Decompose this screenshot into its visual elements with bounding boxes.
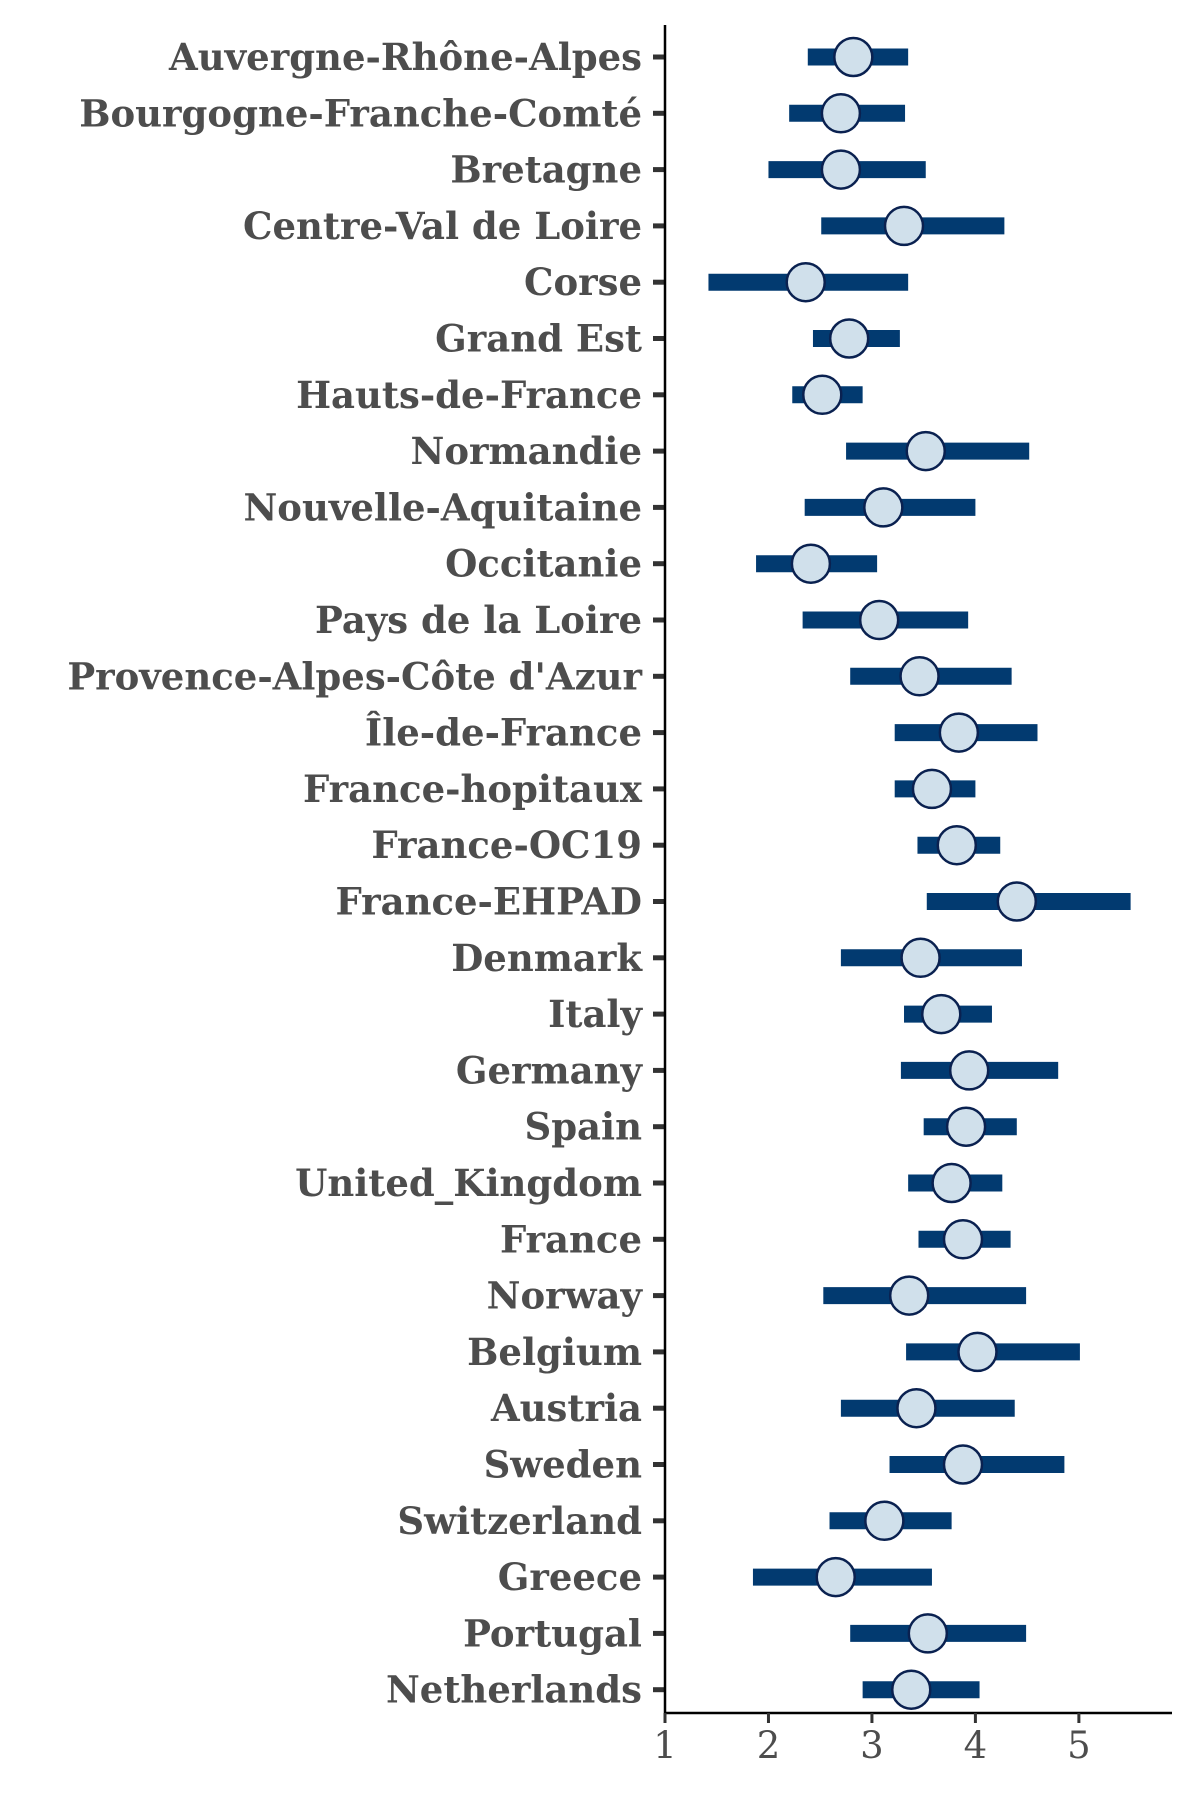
category-label: United_Kingdom (295, 1161, 642, 1205)
row-hauts-de-france: Hauts-de-France (296, 373, 863, 417)
category-label: France-OC19 (371, 823, 642, 867)
category-label: Italy (548, 992, 643, 1036)
category-label: Norway (487, 1274, 644, 1318)
estimate-point (996, 881, 1038, 922)
row-spain: Spain (524, 1105, 1017, 1149)
estimate-point (931, 1162, 972, 1204)
category-label: Occitanie (445, 542, 642, 586)
x-tick-label: 4 (964, 1724, 988, 1767)
estimate-point (899, 656, 940, 697)
row-portugal: Portugal (463, 1611, 1027, 1655)
estimate-point (802, 374, 843, 416)
category-label: France-EHPAD (336, 880, 643, 924)
category-label: Centre-Val de Loire (243, 204, 642, 248)
estimate-point (957, 1331, 998, 1373)
category-label: Netherlands (386, 1668, 642, 1712)
row-france-hopitaux: France-hopitaux (303, 767, 976, 811)
estimate-point (833, 36, 874, 78)
category-label: Belgium (467, 1330, 642, 1374)
estimate-point (863, 487, 904, 528)
row-austria: Austria (490, 1386, 1015, 1430)
estimate-point (891, 1669, 932, 1710)
category-label: Île-de-France (365, 711, 642, 755)
estimate-point (828, 318, 870, 359)
row-corse: Corse (524, 260, 909, 304)
category-label: Hauts-de-France (296, 373, 642, 417)
row-united-kingdom: United_Kingdom (295, 1161, 1003, 1205)
row-occitanie: Occitanie (445, 542, 878, 586)
category-label: Corse (524, 260, 642, 304)
estimate-point (790, 543, 832, 584)
row-bourgogne-franche-comt-: Bourgogne-Franche-Comté (79, 91, 906, 135)
category-label: Provence-Alpes-Côte d'Azur (67, 654, 642, 698)
category-label: Grand Est (435, 317, 642, 361)
category-label: Switzerland (397, 1499, 642, 1543)
category-label: Auvergne-Rhône-Alpes (168, 35, 642, 79)
estimate-point (820, 149, 862, 190)
row-italy: Italy (548, 992, 992, 1036)
row-france-ehpad: France-EHPAD (336, 880, 1131, 924)
estimate-point (785, 261, 826, 303)
row-bretagne: Bretagne (450, 148, 926, 192)
x-tick-label: 2 (757, 1724, 781, 1767)
row-grand-est: Grand Est (435, 317, 900, 361)
x-tick-label: 1 (653, 1724, 677, 1767)
estimate-point (911, 768, 953, 810)
estimate-point (907, 1613, 949, 1654)
estimate-point (815, 1556, 856, 1598)
category-label: Spain (524, 1105, 642, 1149)
category-label: Germany (456, 1048, 644, 1092)
estimate-point (945, 1106, 987, 1147)
row-norway: Norway (487, 1274, 1027, 1318)
row-auvergne-rh-ne-alpes: Auvergne-Rhône-Alpes (168, 35, 909, 79)
row-switzerland: Switzerland (397, 1499, 952, 1543)
category-label: Denmark (451, 936, 643, 980)
row-belgium: Belgium (467, 1330, 1080, 1374)
category-label: Bourgogne-Franche-Comté (79, 91, 642, 135)
x-tick-label: 3 (860, 1724, 884, 1767)
estimate-point (905, 430, 946, 472)
estimate-point (942, 1444, 984, 1485)
row-denmark: Denmark (451, 936, 1022, 980)
estimate-point (820, 93, 862, 134)
category-label: Portugal (463, 1611, 642, 1655)
estimate-point (900, 937, 941, 979)
category-label: Sweden (484, 1443, 643, 1487)
estimate-point (936, 824, 978, 866)
category-label: Normandie (411, 429, 643, 473)
category-label: France (500, 1217, 642, 1261)
row-netherlands: Netherlands (386, 1668, 980, 1712)
row--le-de-france: Île-de-France (365, 711, 1038, 755)
category-label: Greece (498, 1555, 642, 1599)
estimate-point (921, 993, 962, 1035)
plot-rows: Auvergne-Rhône-Alpes Bourgogne-Franche-Co… (67, 35, 1131, 1712)
category-label: Bretagne (450, 148, 642, 192)
estimate-point (942, 1219, 984, 1260)
category-label: Pays de la Loire (315, 598, 642, 642)
row-germany: Germany (456, 1048, 1059, 1092)
row-sweden: Sweden (484, 1443, 1065, 1487)
estimate-point (883, 205, 925, 247)
row-nouvelle-aquitaine: Nouvelle-Aquitaine (243, 485, 976, 529)
estimate-point (864, 1500, 905, 1542)
estimate-point (938, 712, 980, 753)
estimate-point (858, 599, 900, 641)
row-france: France (500, 1217, 1011, 1261)
row-france-oc19: France-OC19 (371, 823, 1001, 867)
estimate-point (948, 1050, 990, 1091)
category-label: Austria (490, 1386, 642, 1430)
row-greece: Greece (498, 1555, 932, 1599)
row-pays-de-la-loire: Pays de la Loire (315, 598, 969, 642)
category-label: France-hopitaux (303, 767, 643, 811)
row-provence-alpes-c-te-d-azur: Provence-Alpes-Côte d'Azur (67, 654, 1012, 698)
row-centre-val-de-loire: Centre-Val de Loire (243, 204, 1005, 248)
x-axis: 1 2 3 4 5 (653, 1711, 1172, 1767)
estimate-point (896, 1387, 937, 1429)
category-label: Nouvelle-Aquitaine (243, 485, 642, 529)
estimate-point (888, 1275, 930, 1316)
x-tick-label: 5 (1067, 1724, 1091, 1767)
row-normandie: Normandie (411, 429, 1030, 473)
